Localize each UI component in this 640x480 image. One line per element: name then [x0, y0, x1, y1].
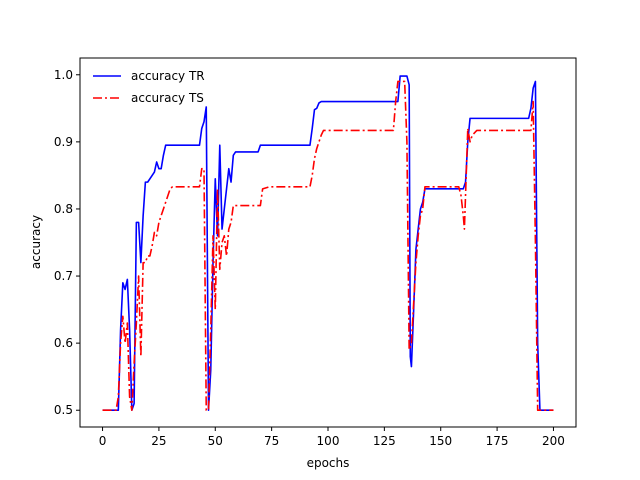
x-axis: 0 25 50 75 100 125 150 175 200 — [99, 427, 565, 448]
x-tick-label: 0 — [99, 434, 107, 448]
series-line-ts — [102, 80, 554, 412]
x-tick-label: 75 — [264, 434, 279, 448]
x-tick-label: 100 — [317, 434, 340, 448]
y-tick-label: 0.5 — [54, 403, 73, 417]
x-tick-label: 50 — [208, 434, 223, 448]
x-tick-label: 200 — [542, 434, 565, 448]
y-axis: 0.5 0.6 0.7 0.8 0.9 1.0 — [54, 68, 80, 417]
x-tick-label: 150 — [429, 434, 452, 448]
y-tick-label: 0.9 — [54, 135, 73, 149]
x-tick-label: 125 — [373, 434, 396, 448]
y-tick-label: 0.8 — [54, 202, 73, 216]
legend-label-ts: accuracy TS — [131, 91, 204, 105]
y-tick-label: 0.6 — [54, 336, 73, 350]
y-axis-label: accuracy — [29, 215, 43, 269]
x-tick-label: 25 — [151, 434, 166, 448]
plot-lines — [102, 75, 554, 412]
y-tick-label: 0.7 — [54, 269, 73, 283]
y-tick-label: 1.0 — [54, 68, 73, 82]
legend-label-tr: accuracy TR — [131, 69, 205, 83]
legend: accuracy TR accuracy TS — [93, 69, 205, 105]
x-axis-label: epochs — [307, 456, 350, 470]
x-tick-label: 175 — [486, 434, 509, 448]
